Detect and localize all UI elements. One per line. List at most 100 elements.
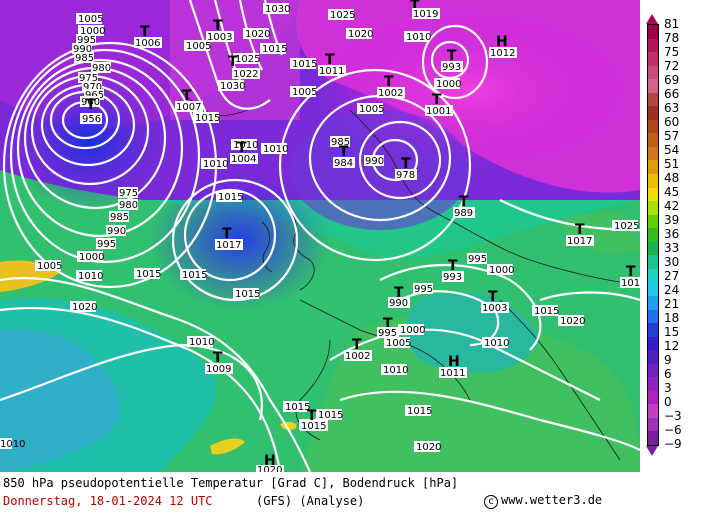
isobar-label: 1015 [534, 306, 559, 317]
scale-label: 39 [664, 213, 680, 227]
svg-text:T: T [447, 48, 457, 64]
isobar-label: 1020 [245, 29, 270, 40]
scale-segment [648, 214, 658, 229]
svg-text:1017: 1017 [216, 240, 241, 251]
svg-text:1012: 1012 [490, 48, 515, 59]
isobar-label: 1025 [330, 10, 355, 21]
isobar-label: 1015 [292, 59, 317, 70]
isobar-label: 1020 [348, 29, 373, 40]
svg-text:989: 989 [454, 208, 473, 219]
svg-text:H: H [496, 34, 508, 50]
svg-text:T: T [626, 264, 636, 280]
svg-text:1004: 1004 [231, 154, 256, 165]
isobar-label: 1015 [182, 270, 207, 281]
model-info: (GFS) (Analyse) [256, 494, 365, 508]
field-green-east [300, 314, 640, 472]
scale-label: 3 [664, 381, 672, 395]
color-scale: 81 78 75 72 69 66 63 60 57 54 51 48 45 42 39 36 33 30 27 24… [640, 0, 704, 472]
isobar-label: 1025 [235, 54, 260, 65]
scale-label: 72 [664, 59, 680, 73]
isobar-labels: 1030 1030 1025 1020 1015 1015 1010 1005 … [0, 3, 639, 453]
isobar-label: 990 [107, 226, 126, 237]
isobar-label: 990 [73, 44, 92, 55]
scale-label: 48 [664, 171, 680, 185]
svg-text:T: T [182, 88, 192, 104]
isobar-label: 1005 [386, 338, 411, 349]
scale-bar [647, 24, 659, 446]
svg-text:T: T [448, 258, 458, 274]
scale-segment [648, 228, 658, 243]
svg-text:1011: 1011 [319, 66, 344, 77]
svg-text:101: 101 [621, 278, 640, 289]
scale-segment [648, 241, 658, 256]
isobar-label: 1010 [484, 338, 509, 349]
isobar-label: 960 [81, 97, 100, 108]
scale-label: −9 [664, 437, 682, 451]
scale-label: 63 [664, 101, 680, 115]
svg-text:T: T [140, 24, 150, 40]
scale-segment [648, 92, 658, 107]
svg-text:978: 978 [396, 170, 415, 181]
scale-label: 0 [664, 395, 672, 409]
scale-segment [648, 174, 658, 189]
scale-arrow-down-icon [646, 446, 658, 456]
scale-segment [648, 336, 658, 351]
svg-text:T: T [237, 140, 247, 156]
isobar-label: 985 [75, 53, 94, 64]
isobar-label: 1030 [220, 81, 245, 92]
svg-text:T: T [394, 285, 404, 301]
svg-text:T: T [432, 92, 442, 108]
svg-text:T: T [213, 18, 223, 34]
svg-text:1006: 1006 [135, 38, 160, 49]
isobar-label: 995 [468, 254, 487, 265]
scale-label: 75 [664, 45, 680, 59]
svg-text:1003: 1003 [207, 32, 232, 43]
isobar-label: 1015 [407, 406, 432, 417]
scale-segment [648, 431, 658, 446]
scale-segment [648, 350, 658, 365]
svg-text:T: T [575, 222, 585, 238]
isobar-label: 1010 [383, 365, 408, 376]
svg-text:T: T [307, 408, 317, 424]
isobar-label: 1020 [560, 316, 585, 327]
scale-segment [648, 255, 658, 270]
scale-label: 27 [664, 269, 680, 283]
svg-text:1015: 1015 [301, 421, 326, 432]
field-cyan-west [0, 328, 122, 472]
scale-segment [648, 52, 658, 67]
svg-text:956: 956 [82, 114, 101, 125]
isobar-label: 1010 [263, 144, 288, 155]
isobar-label: 1010 [189, 337, 214, 348]
isobar-label: 1020 [416, 442, 441, 453]
svg-text:T: T [352, 337, 362, 353]
svg-text:1007: 1007 [176, 102, 201, 113]
isobar-label: 1000 [79, 252, 104, 263]
scale-label: 9 [664, 353, 672, 367]
scale-label: 78 [664, 31, 680, 45]
scale-segment [648, 65, 658, 80]
svg-text:993: 993 [443, 272, 462, 283]
website-link[interactable]: www.wetter3.de [501, 493, 603, 507]
scale-label: 69 [664, 73, 680, 87]
svg-text:1003: 1003 [482, 303, 507, 314]
scale-label: 12 [664, 339, 680, 353]
scale-segment [648, 268, 658, 283]
isobar-label: 1015 [195, 113, 220, 124]
scale-segment [648, 390, 658, 405]
isobar-label: 1015 [235, 289, 260, 300]
isobar-label: 980 [92, 63, 111, 74]
svg-text:T: T [228, 54, 238, 70]
isobar-label: 995 [97, 239, 116, 250]
scale-label: 24 [664, 283, 680, 297]
footer: 850 hPa pseudopotentielle Temperatur [Gr… [0, 472, 704, 513]
